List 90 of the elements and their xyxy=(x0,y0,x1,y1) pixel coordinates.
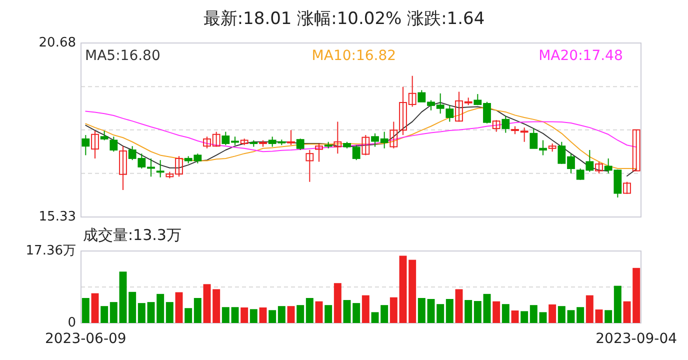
bar xyxy=(100,306,108,323)
candlestick xyxy=(287,130,295,146)
bar xyxy=(464,300,472,323)
bar xyxy=(268,310,276,323)
bar xyxy=(110,302,118,323)
y-tick-label: 0 xyxy=(68,316,76,330)
bar xyxy=(306,298,314,323)
bar xyxy=(576,307,584,323)
candlestick xyxy=(595,161,603,174)
bar xyxy=(203,284,211,323)
bar xyxy=(315,301,323,323)
candlestick xyxy=(100,130,108,141)
bar xyxy=(362,295,370,323)
bar xyxy=(511,310,519,323)
bar xyxy=(632,268,640,323)
bar xyxy=(194,298,202,323)
bar xyxy=(259,307,267,323)
bar xyxy=(296,305,304,323)
chart-title: 最新:18.01 涨幅:10.02% 涨跌:1.64 xyxy=(203,9,485,29)
bar xyxy=(166,302,174,323)
bar xyxy=(156,294,164,323)
candlestick xyxy=(362,134,370,156)
bar xyxy=(408,260,416,323)
candlestick xyxy=(502,116,510,134)
candlestick xyxy=(492,120,500,132)
bar xyxy=(352,303,360,323)
bar xyxy=(520,311,528,323)
bar xyxy=(371,312,379,323)
candlestick xyxy=(306,150,314,182)
x-tick-label: 2023-06-09 xyxy=(44,331,126,347)
candlestick xyxy=(632,129,640,172)
bar xyxy=(287,306,295,323)
bar xyxy=(455,289,463,323)
candlestick xyxy=(623,181,631,194)
candlestick xyxy=(334,121,342,154)
bar xyxy=(222,307,230,323)
bar xyxy=(278,306,286,323)
text: MA10:16.82 xyxy=(312,48,396,64)
bar xyxy=(595,309,603,323)
y-tick-label: 15.33 xyxy=(38,210,76,224)
text: MA5:16.80 xyxy=(85,48,160,64)
bar xyxy=(380,305,388,323)
bar xyxy=(334,283,342,323)
bar xyxy=(175,292,183,323)
bar xyxy=(119,272,127,323)
bar xyxy=(548,304,556,323)
bar xyxy=(436,304,444,323)
bar xyxy=(614,286,622,323)
bar xyxy=(250,309,258,323)
bar xyxy=(604,310,612,323)
bar xyxy=(446,298,454,323)
line-series xyxy=(85,110,637,152)
bar xyxy=(539,312,547,323)
bar xyxy=(474,301,482,323)
y-tick-label: 17.36万 xyxy=(26,244,76,258)
bar xyxy=(128,292,136,323)
bar xyxy=(483,294,491,323)
candlestick xyxy=(110,136,118,152)
candlestick xyxy=(82,134,90,156)
candlestick xyxy=(296,138,304,150)
bar xyxy=(324,305,332,323)
candlestick xyxy=(91,130,99,159)
bar xyxy=(231,307,239,323)
bar xyxy=(586,295,594,323)
bar xyxy=(240,307,248,323)
bar xyxy=(91,293,99,323)
bar xyxy=(138,303,146,323)
text: MA20:17.48 xyxy=(538,48,623,64)
candlestick xyxy=(315,142,323,162)
candlestick xyxy=(352,144,360,161)
x-tick-label: 2023-09-04 xyxy=(596,331,678,347)
bar xyxy=(492,301,500,323)
bar xyxy=(567,310,575,323)
bar xyxy=(502,304,510,323)
bar xyxy=(147,302,155,323)
bar xyxy=(399,256,407,323)
bar xyxy=(558,306,566,323)
bar xyxy=(427,298,435,323)
bar xyxy=(343,300,351,323)
candlestick xyxy=(119,146,127,191)
bar xyxy=(390,297,398,323)
candlestick xyxy=(156,160,164,178)
bar xyxy=(212,289,220,323)
bar xyxy=(623,301,631,323)
bar xyxy=(82,298,90,323)
bar xyxy=(418,298,426,323)
bar xyxy=(184,308,192,323)
y-tick-label: 20.68 xyxy=(38,36,76,50)
chart-title: 成交量:13.3万 xyxy=(83,226,182,244)
bar xyxy=(530,305,538,323)
